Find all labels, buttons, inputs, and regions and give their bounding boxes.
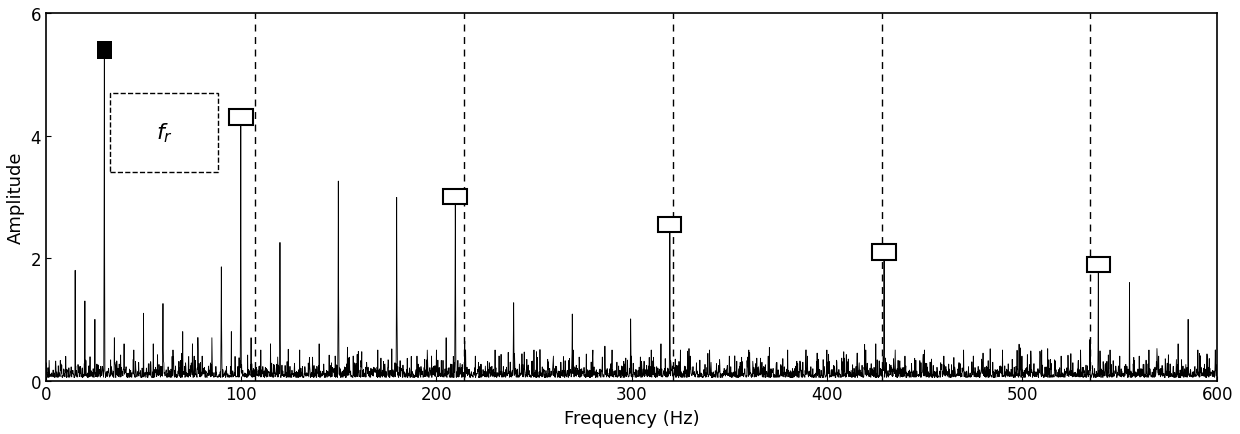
Y-axis label: Amplitude: Amplitude [7,151,25,243]
FancyBboxPatch shape [444,190,467,205]
FancyBboxPatch shape [658,217,682,233]
FancyBboxPatch shape [97,41,113,60]
X-axis label: Frequency (Hz): Frequency (Hz) [564,409,699,427]
FancyBboxPatch shape [873,245,895,260]
FancyBboxPatch shape [1086,257,1110,272]
FancyBboxPatch shape [110,93,218,173]
FancyBboxPatch shape [229,110,253,125]
Text: $f_r$: $f_r$ [155,122,172,145]
